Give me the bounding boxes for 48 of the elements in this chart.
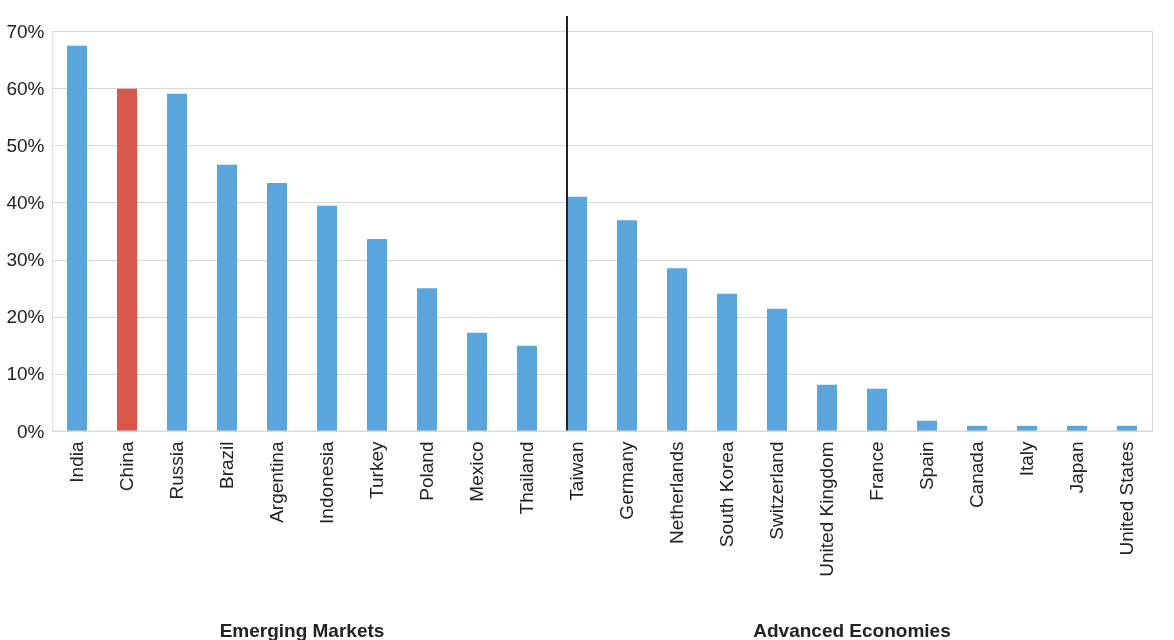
y-tick-label: 70% bbox=[6, 20, 45, 42]
x-tick-label: Canada bbox=[966, 441, 987, 509]
bar bbox=[417, 288, 437, 431]
bar bbox=[667, 268, 687, 431]
bar bbox=[767, 308, 787, 431]
bar bbox=[617, 220, 637, 431]
x-tick-label: Thailand bbox=[516, 441, 537, 515]
x-tick-label: Japan bbox=[1066, 441, 1087, 494]
bar bbox=[817, 384, 837, 431]
x-tick-label: South Korea bbox=[716, 441, 737, 548]
bar bbox=[217, 164, 237, 431]
y-tick-label: 10% bbox=[6, 363, 45, 385]
x-tick-label: Switzerland bbox=[766, 441, 787, 540]
x-tick-label: Russia bbox=[166, 441, 187, 500]
bar bbox=[317, 205, 337, 431]
x-tick-label: Spain bbox=[916, 441, 937, 491]
bar bbox=[367, 239, 387, 431]
x-tick-label: China bbox=[116, 441, 137, 492]
y-tick-label: 30% bbox=[6, 249, 45, 271]
y-tick-label: 0% bbox=[17, 420, 45, 442]
x-tick-label: Italy bbox=[1016, 441, 1037, 477]
bar bbox=[167, 93, 187, 431]
x-tick-label: Netherlands bbox=[666, 441, 687, 544]
x-tick-label: United States bbox=[1116, 441, 1137, 556]
bar bbox=[467, 332, 487, 431]
x-tick-label: France bbox=[866, 441, 887, 501]
text: Advanced Economies bbox=[753, 620, 951, 640]
x-tick-label: United Kingdom bbox=[816, 441, 837, 577]
x-tick-label: Germany bbox=[616, 441, 637, 520]
bar bbox=[67, 45, 87, 431]
y-tick-label: 40% bbox=[6, 191, 45, 213]
x-tick-label: Taiwan bbox=[566, 441, 587, 501]
x-tick-label: Turkey bbox=[366, 441, 387, 499]
y-tick-label: 20% bbox=[6, 306, 45, 328]
x-tick-label: Poland bbox=[416, 441, 437, 501]
x-tick-label: Argentina bbox=[266, 441, 287, 523]
bar bbox=[117, 88, 137, 431]
x-tick-label: Indonesia bbox=[316, 441, 337, 524]
bar bbox=[567, 196, 587, 431]
bar bbox=[517, 345, 537, 431]
x-tick-label: Brazil bbox=[216, 441, 237, 490]
y-tick-label: 60% bbox=[6, 77, 45, 99]
x-tick-label: India bbox=[66, 441, 87, 483]
x-tick-label: Mexico bbox=[466, 441, 487, 502]
bar bbox=[717, 293, 737, 431]
bar bbox=[267, 183, 287, 431]
bar bbox=[867, 388, 887, 431]
y-tick-label: 50% bbox=[6, 134, 45, 156]
